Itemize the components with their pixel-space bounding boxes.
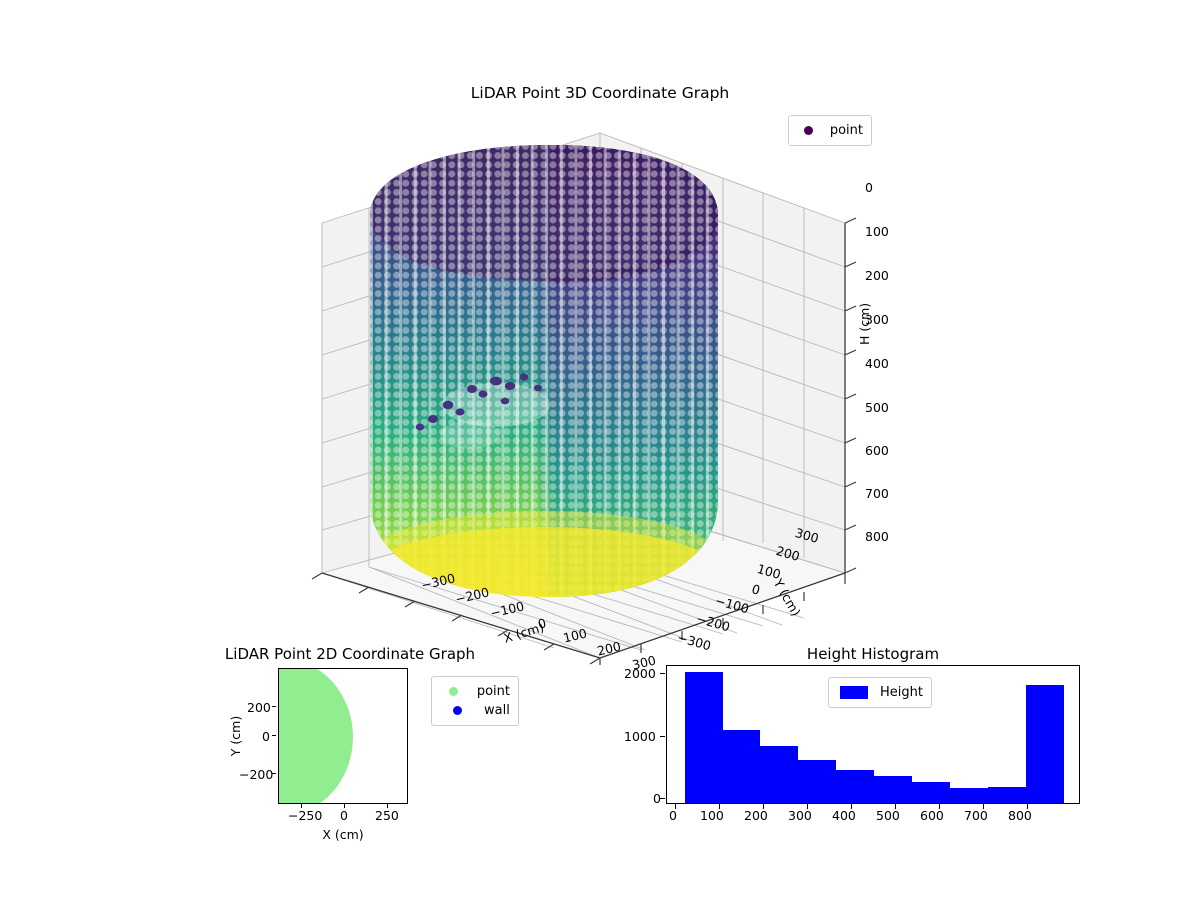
plot2d-ytick-m200: −200 (239, 767, 274, 782)
hist-ytick-1000: 1000 (624, 729, 656, 744)
plot3d-ztick-700: 700 (865, 486, 889, 501)
plot3d-ztick-400: 400 (865, 356, 889, 371)
hist-xtick-800: 800 (1008, 808, 1032, 823)
legend-entry-height: Height (837, 683, 923, 702)
plot2d-xlabel: X (cm) (322, 827, 364, 842)
plot3d-legend[interactable]: point (788, 115, 872, 146)
legend-entry-wall: wall (440, 701, 510, 720)
legend-entry-point: point (797, 121, 863, 140)
histogram-bar (722, 730, 761, 803)
plot3d-canvas (311, 132, 857, 665)
plot2d-ytickmark-200 (272, 706, 276, 708)
hist-xtick-700: 700 (964, 808, 988, 823)
histogram-legend[interactable]: Height (828, 677, 932, 708)
point-marker-icon (797, 126, 820, 135)
hist-ytickmark-0 (660, 797, 665, 799)
plot3d-pointcloud (370, 145, 718, 597)
plot3d-zlabel: H (cm) (857, 302, 872, 345)
plot2d-ytickmark-m200 (272, 773, 276, 775)
histogram-bar (798, 760, 837, 803)
lidar-3d-axes[interactable] (300, 105, 900, 665)
histogram-bar (684, 672, 723, 803)
legend-label-wall: wall (484, 703, 510, 718)
plot2d-ytick-200: 200 (247, 700, 271, 715)
legend-label-point: point (829, 123, 863, 138)
hist-xtickmark-400 (851, 804, 853, 809)
histogram-bar (911, 782, 950, 803)
plot3d-title: LiDAR Point 3D Coordinate Graph (470, 84, 730, 102)
histogram-bar (836, 770, 875, 803)
plot2d-ytick-0: 0 (262, 729, 270, 744)
legend-entry-point: point (440, 682, 510, 701)
plot3d-tickmarks (311, 217, 857, 665)
hist-ytick-0: 0 (653, 791, 661, 806)
hist-xtickmark-800 (1027, 804, 1029, 809)
hist-xtickmark-600 (939, 804, 941, 809)
plot3d-ztick-500: 500 (865, 400, 889, 415)
histogram-bar (1025, 685, 1064, 803)
histogram-bar (760, 746, 799, 803)
point-marker-icon (440, 687, 467, 696)
histogram-bars (667, 666, 1079, 803)
point-footprint-region (279, 669, 353, 803)
lidar-2d-axes[interactable] (278, 668, 408, 804)
plot3d-ztick-300: 300 (865, 312, 889, 327)
hist-xtickmark-100 (719, 804, 721, 809)
histogram-bar (987, 787, 1026, 803)
plot2d-xtickmark-250 (387, 804, 389, 808)
hist-xtick-400: 400 (832, 808, 856, 823)
histogram-title: Height Histogram (806, 645, 940, 663)
hist-xtickmark-700 (983, 804, 985, 809)
plot3d-ztick-800: 800 (865, 529, 889, 544)
hist-ytick-2000: 2000 (624, 666, 656, 681)
plot2d-xtick-m250: −250 (288, 808, 323, 823)
height-histogram-axes[interactable] (666, 665, 1080, 804)
plot3d-ztick-100: 100 (865, 224, 889, 239)
plot2d-ytickmark-0 (272, 735, 276, 737)
hist-xtick-600: 600 (920, 808, 944, 823)
plot2d-ylabel: Y (cm) (228, 715, 243, 757)
plot2d-xtick-0: 0 (340, 808, 348, 823)
hist-xtickmark-200 (763, 804, 765, 809)
hist-xtick-300: 300 (788, 808, 812, 823)
plot2d-xtickmark-m250 (301, 804, 303, 808)
plot3d-interior-points (415, 373, 542, 431)
hist-xtickmark-0 (675, 804, 677, 809)
wall-marker-icon (440, 706, 474, 715)
height-swatch-icon (837, 686, 870, 699)
legend-label-point: point (476, 684, 510, 699)
plot3d-ztick-0: 0 (865, 180, 873, 195)
hist-xtickmark-300 (807, 804, 809, 809)
plot2d-xtick-250: 250 (375, 808, 399, 823)
plot2d-title: LiDAR Point 2D Coordinate Graph (224, 645, 476, 663)
histogram-bar (874, 776, 912, 803)
plot2d-legend[interactable]: point wall (431, 676, 519, 726)
plot3d-ztick-600: 600 (865, 443, 889, 458)
legend-label-height: Height (880, 685, 923, 700)
hist-ytickmark-1000 (660, 735, 665, 737)
plot3d-ztick-200: 200 (865, 268, 889, 283)
hist-ytickmark-2000 (660, 672, 665, 674)
hist-xtick-500: 500 (876, 808, 900, 823)
hist-xtick-200: 200 (744, 808, 768, 823)
hist-xtickmark-500 (895, 804, 897, 809)
plot2d-xtickmark-0 (344, 804, 346, 808)
hist-xtick-100: 100 (700, 808, 724, 823)
hist-xtick-0: 0 (669, 808, 677, 823)
histogram-bar (949, 788, 988, 803)
